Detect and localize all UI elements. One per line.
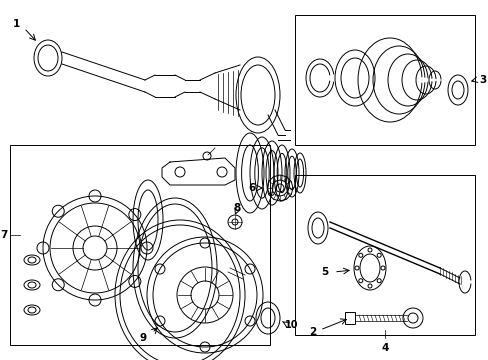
Bar [294, 175, 474, 335]
Text: 4: 4 [381, 343, 388, 353]
Text: 9: 9 [139, 333, 146, 343]
Text: 2: 2 [309, 327, 316, 337]
Text: 1: 1 [12, 19, 20, 29]
Text: 5: 5 [321, 267, 328, 277]
Text: 7: 7 [0, 230, 8, 240]
Text: 8: 8 [233, 203, 240, 213]
Text: 6: 6 [248, 183, 255, 193]
Text: 3: 3 [478, 75, 485, 85]
Text: 10: 10 [285, 320, 298, 330]
Bar [345, 312, 354, 324]
Bar [294, 15, 474, 145]
Bar [10, 145, 269, 345]
